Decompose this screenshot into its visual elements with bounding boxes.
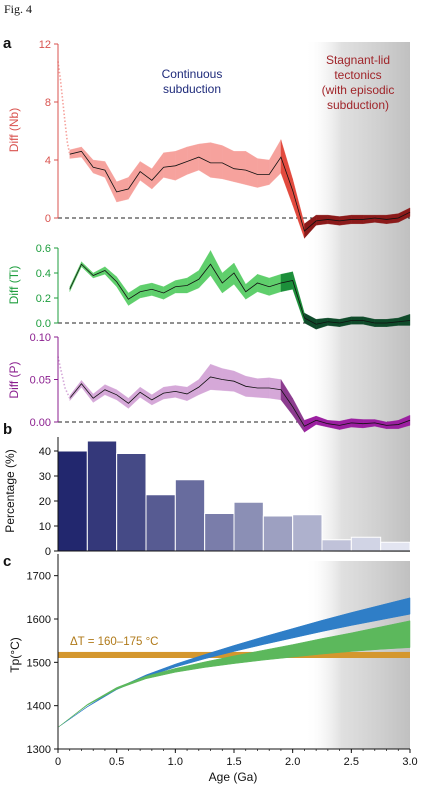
band-segment-0-15 xyxy=(245,151,258,188)
panel-label-b: b xyxy=(3,421,12,438)
y-tick-label-4-1: 1400 xyxy=(27,701,51,713)
delta-t-label: ΔT = 160–175 °C xyxy=(70,636,158,648)
chart-axes: 0 4 8 12 Diff (Nb) 0.0 0.2 0.4 0.6 Diff (Ti) 0.00 0… xyxy=(3,39,418,768)
y-tick-label-0-2: 8 xyxy=(45,97,51,109)
histogram-bar-0 xyxy=(57,450,88,552)
y-tick-label-1-0: 0.0 xyxy=(36,318,51,330)
y-tick-label-4-4: 1700 xyxy=(27,571,51,583)
histogram-bar-4 xyxy=(174,479,206,552)
x-tick-label-5: 2.5 xyxy=(344,756,359,768)
band-segment-0-17 xyxy=(269,139,282,186)
band-segment-0-14 xyxy=(233,151,246,185)
y-axis-label-4: Tp(°C) xyxy=(8,637,22,672)
band-segment-2-18 xyxy=(280,378,293,416)
histogram-bar-9 xyxy=(321,539,352,552)
x-tick-label-3: 1.5 xyxy=(226,756,241,768)
y-tick-label-2-1: 0.05 xyxy=(30,375,51,387)
annotation-continuous-line2: subduction xyxy=(163,82,221,96)
delta-t-band xyxy=(58,651,410,658)
histogram-bar-11 xyxy=(380,541,411,552)
annotation-stagnant-line2: tectonics xyxy=(334,68,381,82)
band-segment-0-19 xyxy=(292,178,305,239)
y-tick-label-3-2: 20 xyxy=(39,496,51,508)
x-tick-label-2: 1.0 xyxy=(168,756,183,768)
figure-caption: Fig. 4 xyxy=(4,2,33,16)
histogram-bar-10 xyxy=(350,536,382,552)
y-axis-label-0: Diff (Nb) xyxy=(7,108,21,152)
y-axis-label-3: Percentage (%) xyxy=(3,449,17,532)
annotation-continuous-line1: Continuous xyxy=(162,67,223,81)
band-segment-1-19 xyxy=(292,271,305,324)
annotation-stagnant-line3: (with episodic xyxy=(322,83,395,97)
histogram-bar-7 xyxy=(262,515,294,552)
band-segment-1-14 xyxy=(233,262,246,300)
band-segment-1-11 xyxy=(198,249,211,289)
histogram-bar-1 xyxy=(86,440,118,552)
band-segment-0-1 xyxy=(81,146,94,174)
y-tick-label-1-2: 0.4 xyxy=(36,268,51,280)
y-tick-label-4-2: 1500 xyxy=(27,657,51,669)
y-tick-label-0-3: 12 xyxy=(39,39,51,51)
x-axis-label: Age (Ga) xyxy=(209,770,258,784)
band-segment-1-15 xyxy=(245,273,258,300)
band-segment-1-2 xyxy=(93,266,106,279)
band-segment-1-28 xyxy=(398,314,411,326)
y-tick-label-0-0: 0 xyxy=(45,213,51,225)
x-tick-label-1: 0.5 xyxy=(109,756,124,768)
x-tick-label-0: 0 xyxy=(55,756,61,768)
mean-line-2 xyxy=(69,376,411,427)
x-tick-label-6: 3.0 xyxy=(402,756,417,768)
band-segment-2-9 xyxy=(175,385,188,401)
panel-label-c: c xyxy=(3,553,11,570)
tp-band-blue xyxy=(57,597,411,728)
y-tick-label-2-0: 0.00 xyxy=(30,417,51,429)
band-segment-1-12 xyxy=(210,250,223,294)
y-tick-label-2-2: 0.10 xyxy=(30,332,51,344)
annotation-stagnant-line4: subduction) xyxy=(327,98,389,112)
y-tick-label-3-4: 40 xyxy=(39,446,51,458)
band-segment-2-11 xyxy=(198,363,211,396)
dotted-extension-2 xyxy=(57,356,71,399)
y-axis-label-1: Diff (Ti) xyxy=(7,266,21,305)
histogram-bar-6 xyxy=(233,501,264,552)
y-tick-label-0-1: 4 xyxy=(45,155,51,167)
chart-marks xyxy=(57,61,411,728)
mean-line-1 xyxy=(69,263,411,325)
y-tick-label-3-0: 0 xyxy=(45,546,51,558)
mean-line-0 xyxy=(69,150,411,232)
band-segment-2-19 xyxy=(292,398,305,433)
panel-label-a: a xyxy=(3,35,12,52)
histogram-bar-5 xyxy=(204,513,235,552)
annotation-stagnant-line1: Stagnant-lid xyxy=(326,53,390,67)
y-tick-label-1-1: 0.2 xyxy=(36,293,51,305)
y-tick-label-3-1: 10 xyxy=(39,521,51,533)
band-segment-1-10 xyxy=(186,270,199,294)
histogram-bar-3 xyxy=(145,494,176,552)
band-segment-0-7 xyxy=(151,152,164,190)
band-segment-1-3 xyxy=(104,266,117,288)
dotted-extension-0 xyxy=(57,61,71,155)
y-axis-label-2: Diff (P) xyxy=(7,361,21,398)
histogram-bar-2 xyxy=(116,453,147,552)
y-tick-label-4-0: 1300 xyxy=(27,744,51,756)
y-tick-label-3-3: 30 xyxy=(39,471,51,483)
y-tick-label-1-3: 0.6 xyxy=(36,243,51,255)
y-tick-label-4-3: 1600 xyxy=(27,614,51,626)
band-segment-0-6 xyxy=(139,161,153,190)
tp-band-green xyxy=(57,620,411,728)
band-segment-0-18 xyxy=(280,139,293,206)
band-segment-0-16 xyxy=(257,158,270,188)
band-segment-0-12 xyxy=(210,142,223,180)
x-tick-label-4: 2.0 xyxy=(285,756,300,768)
stagnant-lid-shading xyxy=(305,42,410,552)
histogram-bar-8 xyxy=(292,514,323,552)
